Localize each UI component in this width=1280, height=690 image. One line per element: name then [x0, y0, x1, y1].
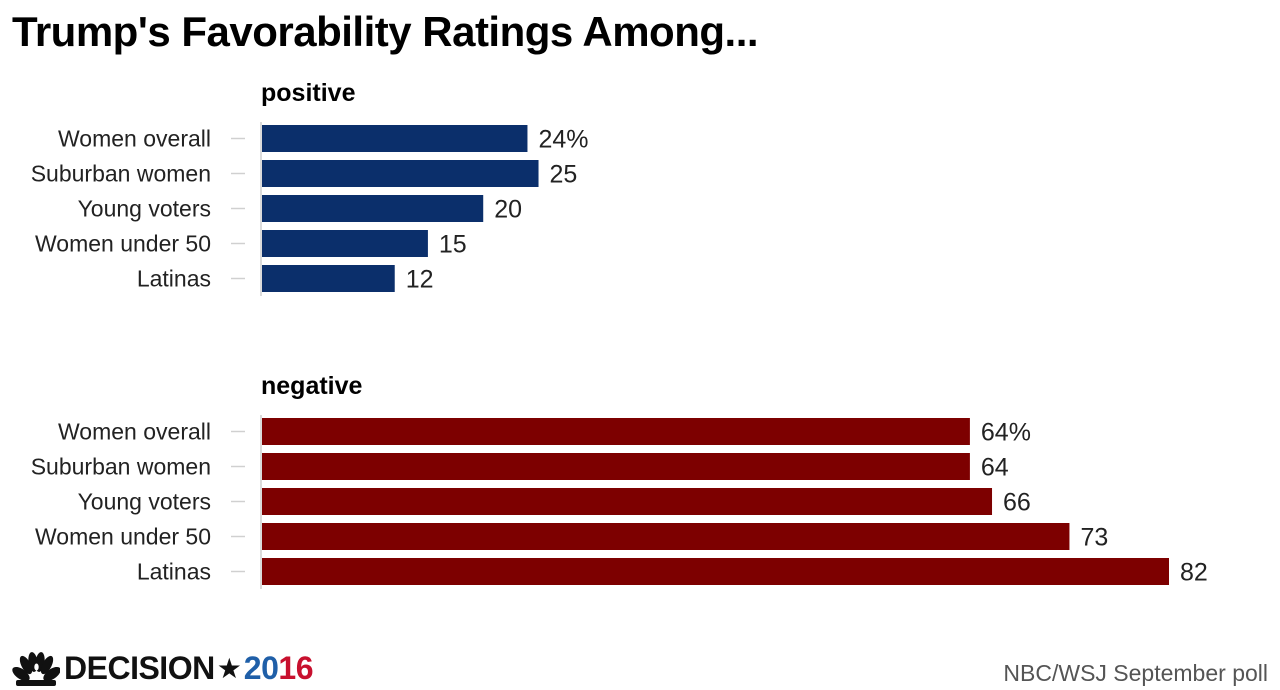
- bar: [262, 453, 970, 480]
- data-label: 15: [439, 231, 467, 259]
- source-note: NBC/WSJ September poll: [1003, 660, 1268, 686]
- bar: [262, 230, 428, 257]
- bar: [262, 265, 395, 292]
- data-label: 73: [1080, 524, 1108, 552]
- panel-title-positive: positive: [261, 79, 356, 107]
- data-label: 20: [494, 196, 522, 224]
- panel-negative: negative Women overall 64% Suburban women 64…: [31, 372, 1208, 589]
- data-label: 66: [1003, 489, 1031, 517]
- category-label: Women under 50: [35, 524, 211, 550]
- decision-2016-logo: DECISION ★ 2016: [10, 648, 313, 688]
- category-label: Women under 50: [35, 231, 211, 257]
- data-label: 12: [406, 266, 434, 294]
- category-label: Suburban women: [31, 161, 211, 187]
- category-label: Young voters: [78, 489, 211, 515]
- category-label: Women overall: [58, 419, 211, 445]
- panel-positive: positive Women overall 24% Suburban women 25…: [31, 79, 589, 296]
- bar: [262, 488, 993, 515]
- bar: [262, 558, 1169, 585]
- star-icon: ★: [216, 652, 242, 684]
- category-label: Latinas: [137, 266, 211, 292]
- data-label: 25: [550, 161, 578, 189]
- logo-year-part-1: 20: [243, 649, 279, 686]
- bar: [262, 195, 484, 222]
- bar-chart: positive Women overall 24% Suburban women 25…: [31, 79, 1208, 589]
- bar: [262, 125, 528, 152]
- panel-title-negative: negative: [261, 372, 363, 400]
- category-label: Women overall: [58, 126, 211, 152]
- bar: [262, 523, 1070, 550]
- bar: [262, 418, 970, 445]
- category-label: Latinas: [137, 559, 211, 585]
- category-label: Young voters: [78, 196, 211, 222]
- logo-year-part-2: 16: [278, 649, 313, 686]
- logo-word: DECISION: [64, 649, 215, 686]
- data-label: 64%: [981, 419, 1031, 447]
- nbc-peacock-icon: [12, 652, 60, 686]
- data-label: 82: [1180, 559, 1208, 587]
- chart-title: Trump's Favorability Ratings Among...: [12, 8, 759, 55]
- bar: [262, 160, 539, 187]
- data-label: 24%: [538, 126, 588, 154]
- category-label: Suburban women: [31, 454, 211, 480]
- data-label: 64: [981, 454, 1009, 482]
